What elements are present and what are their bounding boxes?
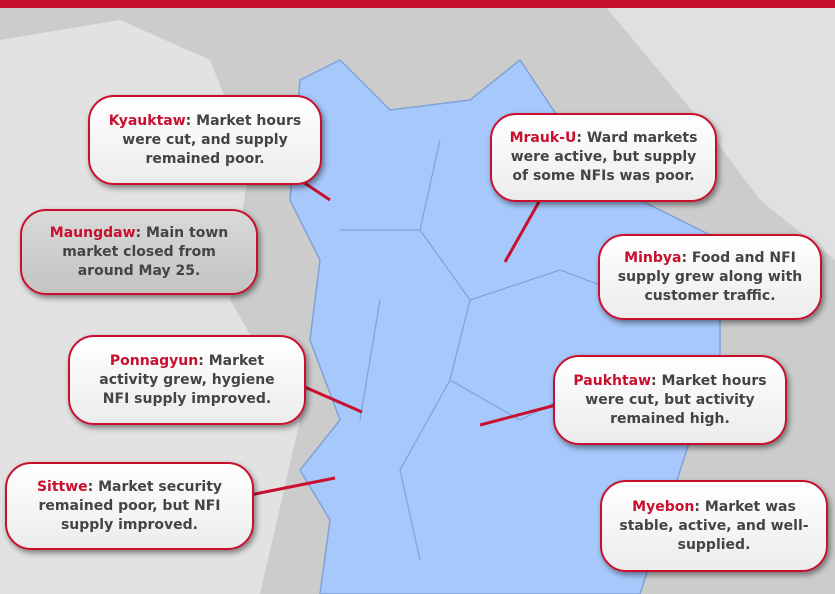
pointer <box>299 383 363 414</box>
land <box>600 0 835 260</box>
pointer <box>479 403 557 427</box>
callout-body: Kyauktaw: Market hours were cut, and sup… <box>104 112 306 169</box>
callout: Maungdaw: Main town market closed from a… <box>20 209 258 295</box>
callout: Minbya: Food and NFI supply grew along w… <box>598 234 822 320</box>
callout-text: : Food and NFI supply grew along with cu… <box>617 249 803 304</box>
callout-name: Sittwe <box>36 478 88 495</box>
callout: Myebon: Market was stable, active, and w… <box>600 480 828 572</box>
pointer <box>503 199 542 263</box>
callout: Ponnagyun: Market activity grew, hygiene… <box>68 335 306 425</box>
callout-body: Sittwe: Market security remained poor, b… <box>21 478 238 535</box>
callout-text: : Market was stable, active, and well-su… <box>619 498 809 553</box>
pointer <box>249 476 336 497</box>
callout-text: : Market hours were cut, but activity re… <box>585 372 767 427</box>
callout-body: Paukhtaw: Market hours were cut, but act… <box>569 372 771 429</box>
callout-name: Minbya <box>624 249 682 266</box>
callout-body: Minbya: Food and NFI supply grew along w… <box>614 249 806 306</box>
callout: Mrauk-U: Ward markets were active, but s… <box>490 113 717 202</box>
callout-text: : Ward markets were active, but supply o… <box>510 130 698 184</box>
callout-name: Paukhtaw <box>573 372 652 389</box>
callout-text: : Main town market closed from around Ma… <box>62 224 229 279</box>
callout-body: Maungdaw: Main town market closed from a… <box>36 224 242 281</box>
callout-text: : Market security remained poor, but NFI… <box>38 478 223 533</box>
callout-text: : Market hours were cut, and supply rema… <box>122 112 302 167</box>
boundary <box>340 139 641 561</box>
callout-name: Kyauktaw <box>108 112 186 129</box>
callout-name: Mrauk-U <box>509 130 577 146</box>
callout: Kyauktaw: Market hours were cut, and sup… <box>88 95 322 185</box>
callout-name: Ponnagyun <box>109 352 199 369</box>
callout-text: : Market activity grew, hygiene NFI supp… <box>99 352 275 407</box>
callout-body: Mrauk-U: Ward markets were active, but s… <box>506 129 701 186</box>
callout-name: Maungdaw <box>49 224 136 241</box>
callout: Sittwe: Market security remained poor, b… <box>5 462 254 550</box>
callout-body: Ponnagyun: Market activity grew, hygiene… <box>84 352 290 409</box>
top-bar <box>0 0 835 8</box>
callout-body: Myebon: Market was stable, active, and w… <box>616 498 812 555</box>
callout-name: Myebon <box>632 498 695 515</box>
callout: Paukhtaw: Market hours were cut, but act… <box>553 355 787 445</box>
